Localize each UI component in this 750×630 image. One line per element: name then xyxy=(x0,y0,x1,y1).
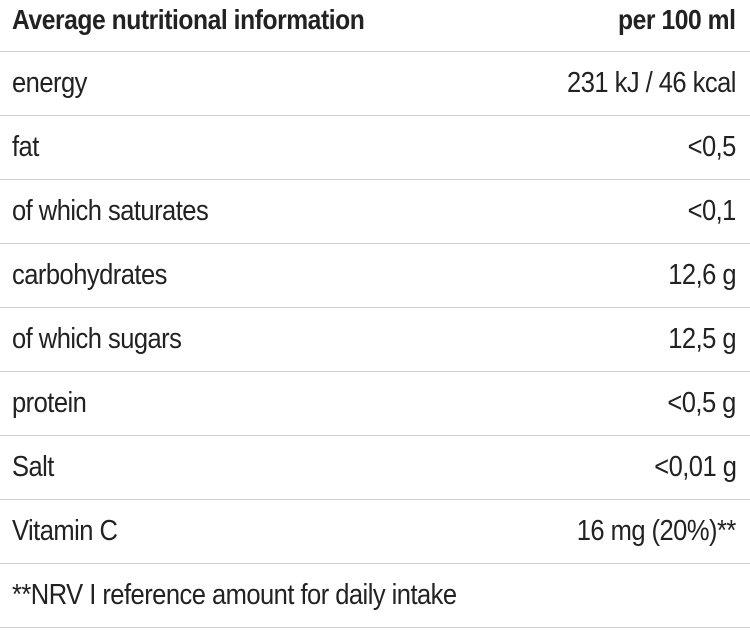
row-value: 12,5 g xyxy=(668,323,736,355)
row-value: <0,5 g xyxy=(667,387,736,419)
table-row-carbohydrates: carbohydrates 12,6 g xyxy=(0,244,750,308)
row-value: <0,01 g xyxy=(653,451,737,483)
row-value: <0,5 xyxy=(687,131,737,163)
table-footnote: **NRV I reference amount for daily intak… xyxy=(0,564,750,628)
row-label: Salt xyxy=(12,451,54,483)
row-label: of which saturates xyxy=(12,195,209,227)
footnote-text: **NRV I reference amount for daily intak… xyxy=(12,579,457,611)
table-header: Average nutritional information per 100 … xyxy=(0,0,750,52)
table-row-saturates: of which saturates <0,1 xyxy=(0,180,750,244)
table-row-energy: energy 231 kJ / 46 kcal xyxy=(0,52,750,116)
row-value: <0,1 xyxy=(687,195,737,227)
header-value: per 100 ml xyxy=(618,4,736,35)
row-value: 231 kJ / 46 kcal xyxy=(567,67,736,99)
header-label: Average nutritional information xyxy=(12,4,365,35)
table-row-sugars: of which sugars 12,5 g xyxy=(0,308,750,372)
row-label: carbohydrates xyxy=(12,259,167,291)
row-label: Vitamin C xyxy=(12,515,118,547)
table-row-vitamin-c: Vitamin C 16 mg (20%)** xyxy=(0,500,750,564)
row-label: of which sugars xyxy=(12,323,182,355)
row-label: protein xyxy=(12,387,87,419)
row-label: energy xyxy=(12,67,87,99)
row-value: 16 mg (20%)** xyxy=(576,515,737,547)
table-row-salt: Salt <0,01 g xyxy=(0,436,750,500)
table-row-protein: protein <0,5 g xyxy=(0,372,750,436)
table-row-fat: fat <0,5 xyxy=(0,116,750,180)
row-label: fat xyxy=(12,131,39,163)
row-value: 12,6 g xyxy=(668,259,736,291)
